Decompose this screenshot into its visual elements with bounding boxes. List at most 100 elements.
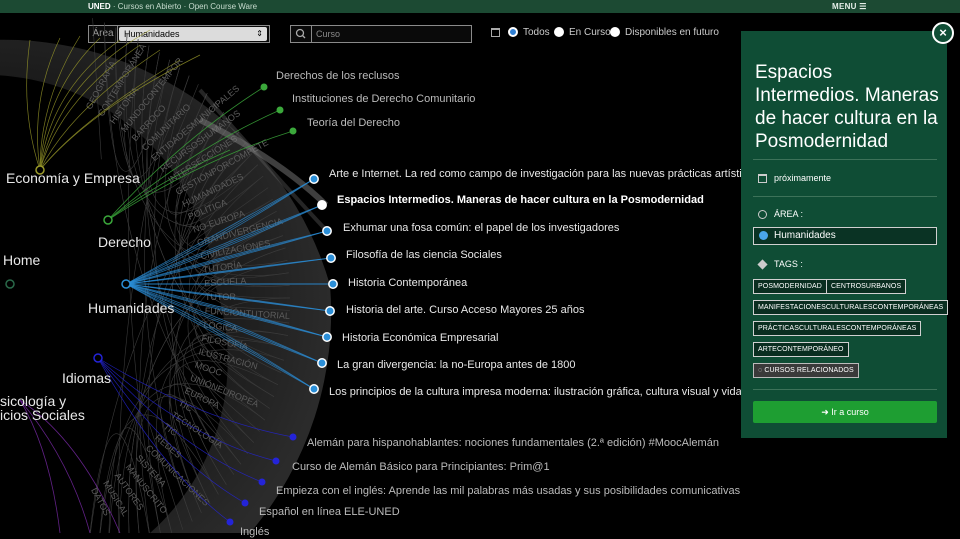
node-course-humanidades[interactable] bbox=[322, 332, 332, 342]
course-label[interactable]: Español en línea ELE-UNED bbox=[259, 506, 400, 518]
related-courses-label: CURSOS RELACIONADOS bbox=[764, 367, 854, 374]
node-humanidades[interactable] bbox=[121, 279, 131, 289]
node-course-humanidades[interactable] bbox=[326, 253, 336, 263]
filter-bar: Área Humanidades ⇕ Curso Todos En Curso … bbox=[0, 23, 740, 45]
category-psicologia-line2: icios Sociales bbox=[0, 407, 85, 423]
tag-chip[interactable]: ARTECONTEMPORÁNEO bbox=[753, 342, 849, 357]
ring-tag-label: TIC bbox=[177, 398, 195, 414]
category-home[interactable]: Home bbox=[3, 252, 41, 268]
spinner-icon: ◌ bbox=[758, 367, 763, 374]
tag-chip[interactable]: PRÁCTICASCULTURALESCONTEMPORÁNEAS bbox=[753, 321, 922, 336]
radio-disponibles[interactable]: Disponibles en futuro bbox=[610, 27, 719, 39]
radio-label: En Curso bbox=[569, 27, 611, 38]
area-filter-label: Área bbox=[89, 26, 118, 42]
node-course-humanidades[interactable] bbox=[317, 358, 327, 368]
course-label[interactable]: Los principios de la cultura impresa mod… bbox=[329, 386, 780, 398]
area-filter: Área Humanidades ⇕ bbox=[88, 25, 270, 43]
node-course-humanidades[interactable] bbox=[325, 306, 335, 316]
category-psicologia[interactable]: sicología y icios Sociales bbox=[0, 394, 85, 422]
site-brand[interactable]: UNED · Cursos en Abierto · Open Course W… bbox=[88, 0, 257, 13]
course-label[interactable]: Empieza con el inglés: Aprende las mil p… bbox=[276, 485, 741, 497]
course-label[interactable]: Arte e Internet. La red como campo de in… bbox=[329, 168, 759, 180]
course-label-selected[interactable]: Espacios Intermedios. Maneras de hacer c… bbox=[337, 194, 704, 206]
node-economia[interactable] bbox=[35, 165, 45, 175]
course-detail-panel: Espacios Intermedios. Maneras de hacer c… bbox=[741, 31, 949, 438]
close-panel-button[interactable]: × bbox=[932, 22, 954, 44]
category-humanidades[interactable]: Humanidades bbox=[88, 300, 175, 316]
node-derecho[interactable] bbox=[103, 215, 113, 225]
node-course-humanidades[interactable] bbox=[322, 226, 332, 236]
hamburger-icon: ☰ bbox=[859, 2, 867, 11]
node-course-idiomas-5[interactable] bbox=[226, 518, 234, 526]
course-label[interactable]: Curso de Alemán Básico para Principiante… bbox=[292, 461, 550, 473]
node-course-humanidades[interactable] bbox=[317, 200, 327, 210]
course-label[interactable]: Teoría del Derecho bbox=[307, 117, 400, 129]
area-select[interactable]: Humanidades ⇕ bbox=[119, 27, 267, 41]
circle-icon bbox=[758, 210, 767, 220]
radio-label: Disponibles en futuro bbox=[625, 27, 719, 38]
course-network-graph: GEOGRAFÍACONTEMPORÁNEAHISTORIAMUNDOCONTE… bbox=[0, 18, 338, 533]
course-search[interactable]: Curso bbox=[290, 25, 472, 43]
search-input[interactable]: Curso bbox=[316, 29, 341, 39]
course-date: próximamente bbox=[758, 172, 831, 184]
humanidades-links bbox=[125, 178, 333, 390]
node-course-idiomas-1[interactable] bbox=[289, 433, 297, 441]
node-idiomas[interactable] bbox=[93, 353, 103, 363]
menu-button[interactable]: MENU ☰ bbox=[832, 0, 867, 13]
tags-heading-label: TAGS : bbox=[774, 259, 803, 269]
area-value[interactable]: Humanidades bbox=[753, 227, 937, 245]
course-label[interactable]: Historia del arte. Curso Acceso Mayores … bbox=[346, 304, 585, 316]
area-select-value: Humanidades bbox=[124, 29, 180, 39]
course-label[interactable]: Derechos de los reclusos bbox=[276, 70, 400, 82]
divider bbox=[753, 159, 937, 160]
tag-chip[interactable]: POSMODERNIDAD bbox=[753, 279, 827, 294]
node-course-idiomas-3[interactable] bbox=[258, 478, 266, 486]
course-label[interactable]: Exhumar una fosa común: el papel de los … bbox=[343, 222, 620, 234]
node-course-derecho-2[interactable] bbox=[276, 106, 284, 114]
selected-link bbox=[198, 117, 329, 208]
updown-icon: ⇕ bbox=[256, 29, 263, 38]
node-course-idiomas-2[interactable] bbox=[272, 457, 280, 465]
humanidades-course-nodes bbox=[309, 174, 338, 394]
category-idiomas[interactable]: Idiomas bbox=[62, 370, 112, 386]
radio-label: Todos bbox=[523, 27, 550, 38]
node-course-derecho-3[interactable] bbox=[289, 127, 297, 135]
course-date-value: próximamente bbox=[774, 173, 832, 183]
related-courses-button[interactable]: ◌ CURSOS RELACIONADOS bbox=[753, 363, 859, 378]
brand-name: UNED bbox=[88, 2, 111, 11]
course-label[interactable]: Historia Económica Empresarial bbox=[342, 332, 499, 344]
psico-links bbox=[19, 399, 121, 533]
node-course-derecho-1[interactable] bbox=[260, 83, 268, 91]
node-home[interactable] bbox=[5, 279, 15, 289]
divider bbox=[753, 196, 937, 197]
node-course-humanidades[interactable] bbox=[328, 279, 338, 289]
tag-chip[interactable]: MANIFESTACIONESCULTURALESCONTEMPORÁNEAS bbox=[753, 300, 949, 315]
course-label[interactable]: Filosofía de las ciencia Sociales bbox=[346, 249, 502, 261]
search-icon bbox=[291, 26, 312, 42]
menu-label: MENU bbox=[832, 2, 857, 11]
course-label[interactable]: Historia Contemporánea bbox=[348, 277, 468, 289]
node-course-idiomas-4[interactable] bbox=[241, 499, 249, 507]
go-to-course-label: Ir a curso bbox=[831, 407, 869, 417]
area-heading: ÁREA : bbox=[758, 208, 803, 220]
radio-icon bbox=[554, 27, 564, 38]
course-label[interactable]: Instituciones de Derecho Comunitario bbox=[292, 93, 476, 105]
radio-todos[interactable]: Todos bbox=[508, 27, 550, 39]
course-label[interactable]: Alemán para hispanohablantes: nociones f… bbox=[307, 437, 719, 449]
category-psicologia-line1: sicología y bbox=[0, 393, 67, 409]
radio-icon bbox=[610, 27, 620, 38]
course-title: Espacios Intermedios. Maneras de hacer c… bbox=[755, 62, 939, 152]
tags-heading: TAGS : bbox=[757, 258, 803, 270]
tag-icon bbox=[757, 259, 768, 270]
course-label[interactable]: La gran divergencia: la no-Europa antes … bbox=[337, 359, 576, 371]
divider bbox=[753, 389, 937, 390]
category-economia[interactable]: Economía y Empresa bbox=[6, 170, 140, 186]
radio-en-curso[interactable]: En Curso bbox=[554, 27, 611, 39]
area-value-label: Humanidades bbox=[774, 230, 836, 241]
calendar-icon bbox=[758, 174, 767, 184]
tag-chip[interactable]: CENTROSURBANOS bbox=[826, 279, 907, 294]
go-to-course-button[interactable]: ➜ Ir a curso bbox=[753, 401, 937, 423]
node-course-humanidades[interactable] bbox=[309, 384, 319, 394]
node-course-humanidades[interactable] bbox=[309, 174, 319, 184]
category-derecho[interactable]: Derecho bbox=[98, 234, 151, 250]
